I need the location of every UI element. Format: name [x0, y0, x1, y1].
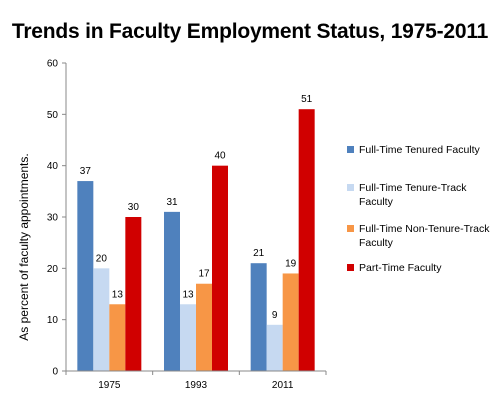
y-axis-title: As percent of faculty appointments.: [17, 153, 31, 340]
legend-label-0: Full-Time Tenured Faculty: [359, 144, 481, 156]
data-label-1993-series-0: 31: [166, 197, 178, 208]
x-tick-label-1993: 1993: [185, 380, 208, 391]
legend-label-3: Part-Time Faculty: [359, 262, 442, 274]
bar-2011-series-1: [266, 324, 283, 371]
bar-1993-series-3: [212, 165, 228, 371]
legend-swatch-1: [347, 184, 354, 191]
y-tick-label-20: 20: [47, 264, 59, 275]
x-tick-label-1975: 1975: [98, 380, 121, 391]
legend-swatch-0: [347, 146, 354, 153]
chart-title: Trends in Faculty Employment Status, 197…: [11, 20, 489, 43]
data-label-2011-series-3: 51: [301, 94, 313, 105]
legend-label-1: Full-Time Tenure-Track Faculty: [359, 182, 467, 208]
axes-layer: 0 10 20 30 40 50 60 1975 1993 2011 As percent of f…: [17, 59, 327, 391]
bar-1975-series-0: [77, 181, 94, 371]
x-tick-label-2011: 2011: [272, 380, 294, 391]
bar-2011-series-2: [282, 273, 299, 371]
data-label-1993-series-2: 17: [198, 269, 210, 280]
data-label-1975-series-3: 30: [128, 202, 140, 213]
data-label-2011-series-0: 21: [253, 248, 265, 259]
y-tick-label-50: 50: [47, 110, 59, 121]
legend: Full-Time Tenured Faculty Full-Time Tenur…: [347, 144, 490, 274]
data-label-1975-series-0: 37: [80, 166, 92, 177]
bar-2011-series-3: [298, 109, 315, 371]
legend-label-2: Full-Time Non-Tenure-Track Faculty: [359, 223, 490, 249]
data-label-1993-series-3: 40: [214, 151, 226, 162]
bar-1993-series-2: [196, 283, 212, 371]
y-tick-label-10: 10: [47, 315, 59, 326]
legend-swatch-2: [347, 225, 354, 232]
data-label-1975-series-2: 13: [112, 289, 124, 300]
legend-swatch-3: [347, 264, 354, 271]
data-label-2011-series-2: 19: [285, 258, 297, 269]
bar-1993-series-1: [180, 304, 196, 371]
bar-1975-series-3: [125, 217, 142, 371]
bar-2011-series-0: [250, 263, 267, 371]
y-tick-label-60: 60: [47, 59, 59, 70]
y-tick-label-0: 0: [52, 367, 58, 378]
bar-1975-series-2: [109, 304, 126, 371]
y-tick-label-30: 30: [47, 213, 59, 224]
y-tick-label-40: 40: [47, 161, 59, 172]
data-label-1975-series-1: 20: [96, 253, 108, 264]
data-label-1993-series-1: 13: [182, 289, 194, 300]
data-label-2011-series-1: 9: [272, 310, 278, 321]
bar-1993-series-0: [164, 211, 180, 371]
bar-1975-series-1: [93, 268, 110, 371]
bars-layer: 37 20 13 30 31 13 17 40 21 9 19 51: [77, 94, 315, 371]
